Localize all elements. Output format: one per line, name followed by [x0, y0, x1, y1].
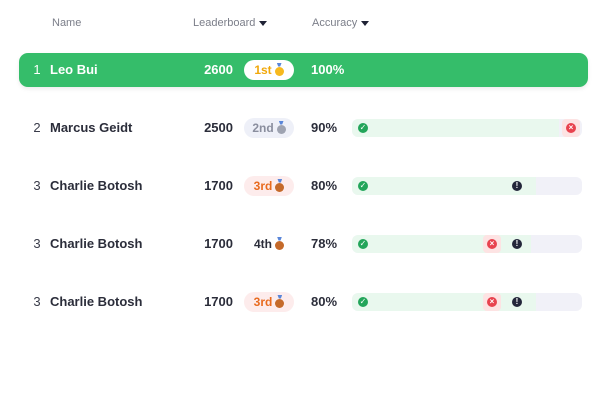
- warning-icon: !: [512, 297, 522, 307]
- bronze-medal-icon: [275, 240, 284, 250]
- accuracy-column-label: Accuracy: [312, 17, 358, 29]
- accuracy-bar: ✓ × !: [352, 235, 582, 253]
- bronze-medal-icon: [275, 182, 285, 192]
- accuracy-percent: 80%: [311, 178, 338, 193]
- accuracy-bar-fill: [352, 119, 559, 137]
- player-name: Charlie Botosh: [50, 236, 143, 251]
- place-badge: 3rd: [244, 292, 294, 312]
- player-name: Charlie Botosh: [50, 178, 143, 193]
- place-label: 3rd: [253, 295, 273, 309]
- check-icon: ✓: [358, 239, 368, 249]
- place-label: 4th: [254, 237, 272, 251]
- table-header: Name Leaderboard Accuracy: [0, 17, 599, 33]
- silver-medal-icon: [276, 124, 286, 134]
- player-name: Marcus Geidt: [50, 120, 133, 135]
- warning-icon: !: [512, 181, 522, 191]
- place-badge: 3rd: [244, 176, 294, 196]
- error-marker: ×: [483, 293, 501, 311]
- leaderboard-row[interactable]: 1 Leo Bui 2600 1st 100%: [19, 53, 588, 87]
- name-column-label: Name: [52, 17, 82, 29]
- accuracy-bar: ✓ !: [352, 177, 582, 195]
- player-name: Leo Bui: [50, 62, 98, 77]
- leaderboard-sort-button[interactable]: Leaderboard: [193, 17, 268, 29]
- place-badge: 1st: [244, 60, 294, 80]
- rank-number: 1: [33, 62, 41, 77]
- leaderboard-row[interactable]: 3 Charlie Botosh 1700 4th 78% ✓ × !: [19, 227, 588, 261]
- leaderboard-row[interactable]: 3 Charlie Botosh 1700 3rd 80% ✓ × !: [19, 285, 588, 319]
- name-column-header: Name: [52, 17, 81, 29]
- warning-icon: !: [512, 239, 522, 249]
- place-label: 1st: [254, 63, 272, 77]
- leaderboard-column-label: Leaderboard: [193, 17, 256, 29]
- x-icon: ×: [487, 239, 497, 249]
- rank-number: 2: [33, 120, 41, 135]
- player-score: 1700: [204, 294, 233, 309]
- x-icon: ×: [566, 123, 576, 133]
- error-marker: ×: [483, 235, 501, 253]
- accuracy-bar-fill: [352, 235, 532, 253]
- place-badge: 4th: [244, 234, 294, 254]
- caret-down-icon: [259, 21, 268, 26]
- check-icon: ✓: [358, 123, 368, 133]
- bronze-medal-icon: [275, 298, 285, 308]
- place-badge: 2nd: [244, 118, 294, 138]
- error-marker: ×: [562, 119, 580, 137]
- player-score: 2500: [204, 120, 233, 135]
- place-label: 2nd: [252, 121, 274, 135]
- accuracy-bar-fill: [352, 177, 536, 195]
- accuracy-percent: 90%: [311, 120, 338, 135]
- accuracy-percent: 78%: [311, 236, 338, 251]
- accuracy-sort-button[interactable]: Accuracy: [312, 17, 370, 29]
- x-icon: ×: [487, 297, 497, 307]
- player-score: 2600: [204, 62, 233, 77]
- player-score: 1700: [204, 178, 233, 193]
- leaderboard-row[interactable]: 3 Charlie Botosh 1700 3rd 80% ✓ !: [19, 169, 588, 203]
- player-name: Charlie Botosh: [50, 294, 143, 309]
- leaderboard-row[interactable]: 2 Marcus Geidt 2500 2nd 90% ✓ ×: [19, 111, 588, 145]
- accuracy-percent: 100%: [311, 62, 345, 77]
- rank-number: 3: [33, 236, 41, 251]
- gold-medal-icon: [274, 66, 284, 76]
- player-score: 1700: [204, 236, 233, 251]
- check-icon: ✓: [358, 297, 368, 307]
- accuracy-bar: ✓ × !: [352, 293, 582, 311]
- accuracy-percent: 80%: [311, 294, 338, 309]
- check-icon: ✓: [358, 181, 368, 191]
- rank-number: 3: [33, 178, 41, 193]
- place-label: 3rd: [253, 179, 273, 193]
- accuracy-bar-fill: [352, 293, 536, 311]
- accuracy-bar: ✓ ×: [352, 119, 582, 137]
- rank-number: 3: [33, 294, 41, 309]
- caret-down-icon: [361, 21, 370, 26]
